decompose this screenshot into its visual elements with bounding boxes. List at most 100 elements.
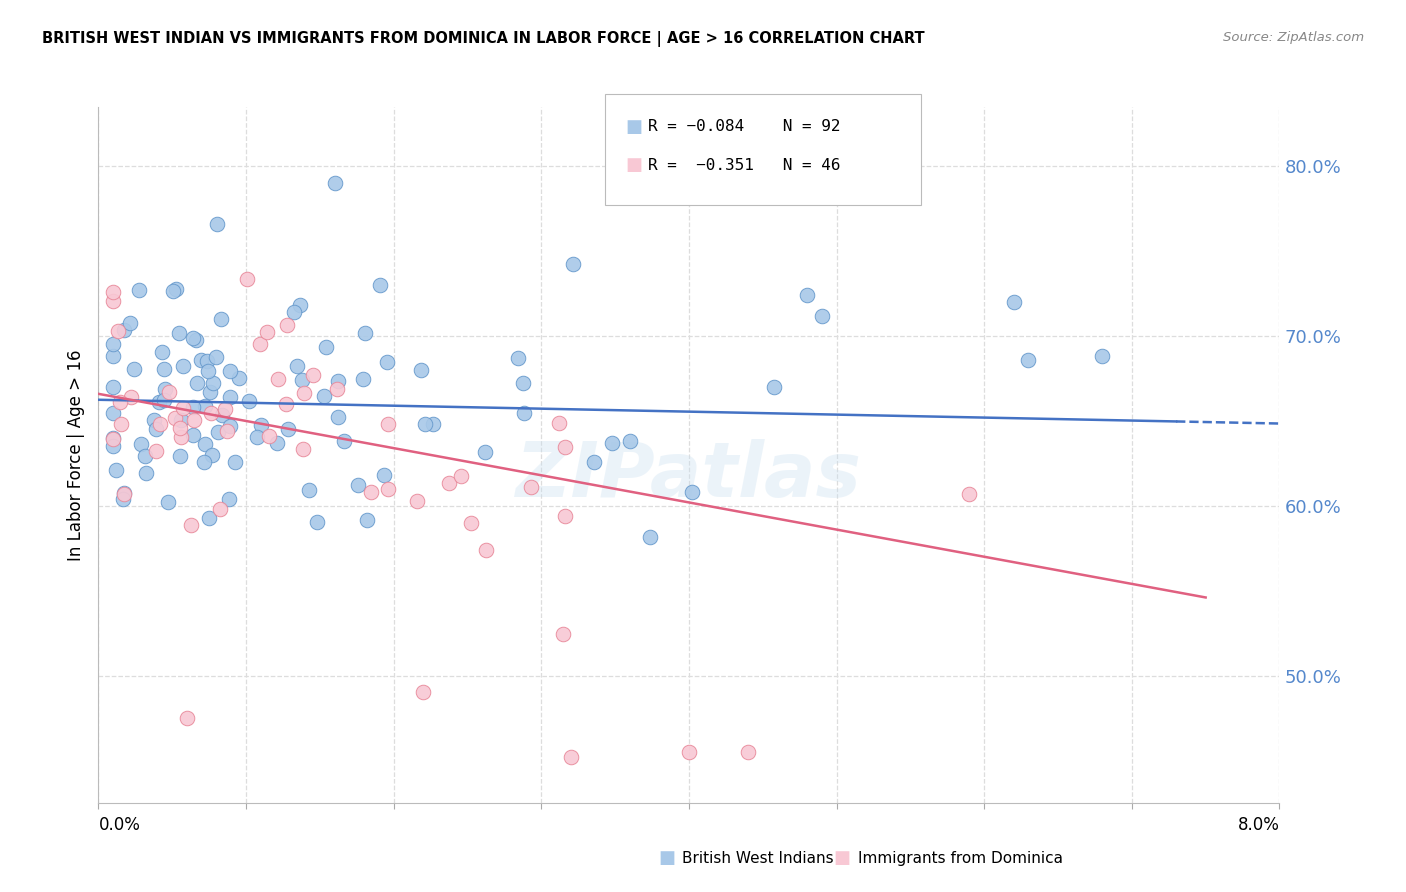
Point — [184, 333, 207, 347]
Point — [169, 449, 191, 463]
Point — [195, 354, 218, 368]
Point — [246, 430, 269, 444]
Point — [169, 420, 191, 434]
Point — [149, 417, 172, 431]
Point — [373, 467, 395, 482]
Text: ■: ■ — [834, 849, 851, 867]
Text: 8.0%: 8.0% — [1237, 816, 1279, 834]
Point — [156, 494, 179, 508]
Point — [224, 455, 246, 469]
Point — [218, 364, 240, 378]
Point — [1017, 352, 1039, 367]
Point — [112, 492, 135, 507]
Point — [250, 418, 273, 433]
Point — [315, 340, 337, 354]
Point — [153, 362, 176, 376]
Point — [323, 177, 346, 191]
Point — [103, 379, 125, 393]
Point — [422, 417, 444, 431]
Point — [153, 382, 176, 396]
Point — [356, 513, 378, 527]
Point — [238, 394, 260, 409]
Point — [257, 429, 280, 443]
Point — [412, 685, 434, 699]
Point — [602, 436, 624, 450]
Point — [346, 477, 368, 491]
Text: BRITISH WEST INDIAN VS IMMIGRANTS FROM DOMINICA IN LABOR FORCE | AGE > 16 CORREL: BRITISH WEST INDIAN VS IMMIGRANTS FROM D… — [42, 31, 925, 47]
Text: ■: ■ — [626, 118, 643, 136]
Point — [560, 750, 582, 764]
Point — [377, 483, 399, 497]
Text: 0.0%: 0.0% — [98, 816, 141, 834]
Point — [561, 256, 583, 270]
Point — [142, 413, 165, 427]
Point — [1002, 295, 1025, 310]
Point — [302, 368, 325, 382]
Point — [183, 428, 205, 442]
Point — [162, 284, 184, 298]
Text: Source: ZipAtlas.com: Source: ZipAtlas.com — [1223, 31, 1364, 45]
Point — [209, 501, 232, 516]
Point — [112, 486, 135, 500]
Point — [104, 462, 127, 476]
Point — [103, 337, 125, 351]
Point — [475, 542, 498, 557]
Point — [519, 480, 541, 494]
Point — [619, 434, 641, 448]
Point — [959, 487, 981, 501]
Point — [186, 376, 208, 391]
Point — [506, 351, 529, 365]
Point — [211, 408, 233, 422]
Text: British West Indians: British West Indians — [682, 851, 834, 865]
Point — [583, 455, 606, 469]
Point — [360, 484, 382, 499]
Point — [172, 359, 194, 373]
Point — [405, 493, 427, 508]
Point — [287, 359, 309, 374]
Text: ■: ■ — [658, 849, 675, 867]
Point — [103, 285, 125, 299]
Point — [551, 627, 574, 641]
Point — [218, 491, 240, 506]
Point — [103, 433, 125, 447]
Point — [201, 448, 224, 462]
Point — [103, 439, 125, 453]
Point — [1091, 350, 1114, 364]
Point — [157, 385, 180, 400]
Point — [267, 371, 290, 385]
Point — [176, 711, 198, 725]
Point — [228, 371, 250, 385]
Point — [194, 436, 217, 450]
Point — [292, 385, 315, 400]
Point — [796, 288, 818, 302]
Point — [214, 402, 236, 417]
Point — [165, 411, 187, 425]
Point — [298, 483, 321, 498]
Point — [283, 304, 305, 318]
Point — [112, 487, 135, 501]
Point — [198, 384, 221, 399]
Text: ZIPatlas: ZIPatlas — [516, 439, 862, 513]
Point — [409, 363, 432, 377]
Point — [122, 362, 145, 376]
Point — [134, 450, 156, 464]
Point — [219, 390, 242, 404]
Point — [292, 442, 315, 457]
Point — [375, 355, 398, 369]
Point — [120, 316, 142, 330]
Point — [183, 413, 205, 427]
Point — [354, 326, 377, 341]
Point — [202, 376, 225, 390]
Point — [810, 309, 832, 323]
Point — [120, 390, 142, 404]
Point — [135, 466, 157, 480]
Point — [167, 326, 190, 341]
Point — [274, 397, 297, 411]
Point — [145, 444, 167, 458]
Point — [413, 417, 436, 432]
Point — [209, 311, 232, 326]
Point — [205, 350, 228, 364]
Point — [183, 331, 205, 345]
Point — [200, 406, 222, 420]
Point — [103, 294, 125, 309]
